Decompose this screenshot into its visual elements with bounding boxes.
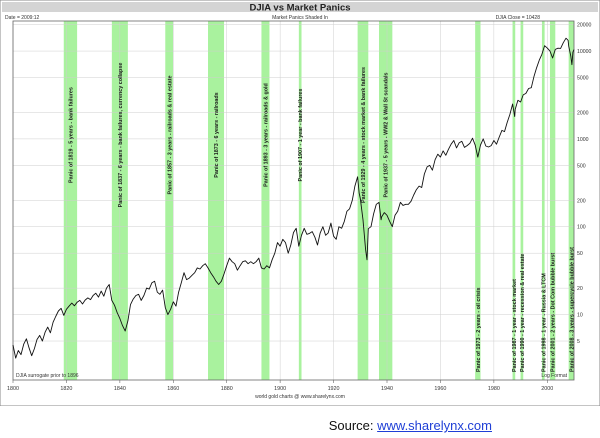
chart-credit: world gold charts @ www.sharelynx.com xyxy=(255,394,345,400)
x-tick-label: 1820 xyxy=(60,386,72,392)
panic-label: Panic of 1973 - 2 years - oil crisis xyxy=(476,287,482,372)
close-label: DJIA Close = 10428 xyxy=(496,15,541,21)
x-tick-label: 1920 xyxy=(328,386,340,392)
date-label: Date = 2009:12 xyxy=(5,15,40,21)
y-tick-label: 200 xyxy=(577,198,586,204)
y-tick-label: 100 xyxy=(577,225,586,231)
y-tick-label: 500 xyxy=(577,163,586,169)
title-bar xyxy=(2,2,598,12)
djia-chart: DJIA vs Market Panics Date = 2009:12 Mar… xyxy=(0,0,600,406)
y-axis-ticks: 20000 10000 5000 2000 1000 500 200 100 50 20 10 5 xyxy=(577,23,592,345)
y-tick-label: 10 xyxy=(577,313,583,319)
y-tick-label: 2000 xyxy=(577,110,589,116)
source-caption: Source: www.sharelynx.com xyxy=(0,418,492,433)
y-tick-label: 5000 xyxy=(577,76,589,82)
x-tick-label: 1840 xyxy=(114,386,126,392)
panic-label: Panic of 1857 - 3 years - railroads & re… xyxy=(167,76,173,195)
y-tick-label: 20 xyxy=(577,286,583,292)
x-tick-label: 1800 xyxy=(7,386,19,392)
source-link[interactable]: www.sharelynx.com xyxy=(377,418,492,433)
y-tick-label: 1000 xyxy=(577,137,589,143)
x-tick-label: 1980 xyxy=(488,386,500,392)
panic-label: Panic of 2001 - 2 years - Dot Com bubble… xyxy=(551,253,557,372)
plot-area xyxy=(12,20,575,381)
panic-label: Panic of 1990 - 1 year - recession & rea… xyxy=(520,254,526,372)
chart-subtitle: Market Panics Shaded In xyxy=(272,15,328,21)
panic-label: Panic of 1837 - 6 years - bank failures,… xyxy=(118,63,124,208)
panic-label: Panic of 1873 - 6 years - railroads xyxy=(214,92,220,177)
panic-label: Panic of 1987 - 1 year - stock market xyxy=(512,279,518,372)
panic-label: Panic of 1937 - 5 years - WW2 & Wall St … xyxy=(384,72,390,197)
x-tick-label: 1880 xyxy=(221,386,233,392)
log-format-label: Log Format xyxy=(541,373,567,379)
x-tick-label: 1960 xyxy=(434,386,446,392)
panic-label: Panic of 1907 - 1 year - bank failures xyxy=(298,89,304,182)
x-tick-label: 1900 xyxy=(274,386,286,392)
y-tick-label: 10000 xyxy=(577,49,592,55)
chart-title: DJIA vs Market Panics xyxy=(249,3,350,14)
x-tick-label: 2000 xyxy=(541,386,553,392)
source-prefix: Source: xyxy=(328,418,378,433)
panic-label: Panic of 2008 - 3 years - supercycle bub… xyxy=(569,247,575,372)
panic-label: Panic of 1998 - 1 year - Russia & LTCM xyxy=(541,273,547,372)
y-tick-label: 20000 xyxy=(577,23,592,29)
panic-labels: Panic of 1819 - 5 years - bank failures P… xyxy=(68,63,575,372)
djia-series xyxy=(12,37,575,359)
x-tick-label: 1860 xyxy=(167,386,179,392)
x-axis-ticks: 1800 1820 1840 1860 1880 1900 1920 1940 1960 1980… xyxy=(7,380,553,392)
y-tick-label: 50 xyxy=(577,251,583,257)
surrogate-footnote: DJIA surrogate prior to 1896 xyxy=(16,373,79,379)
panic-label: Panic of 1893 - 3 years - railroads & go… xyxy=(263,83,269,187)
panic-label: Panic of 1929 - 4 years - stock market &… xyxy=(361,67,367,203)
y-tick-label: 5 xyxy=(577,339,580,345)
panic-label: Panic of 1819 - 5 years - bank failures xyxy=(68,87,74,183)
djia-line xyxy=(12,37,575,359)
x-tick-label: 1940 xyxy=(381,386,393,392)
